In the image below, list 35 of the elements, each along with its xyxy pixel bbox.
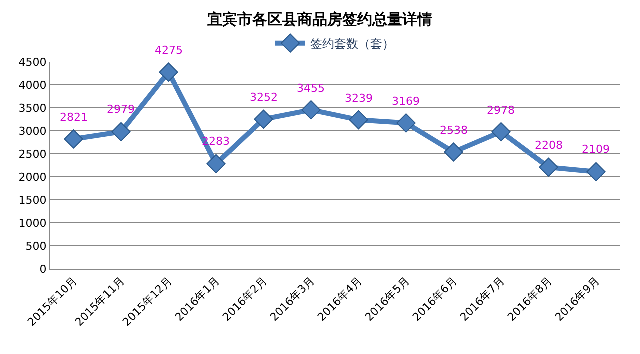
y-tick-label: 1500 bbox=[18, 194, 47, 207]
data-label: 2978 bbox=[487, 104, 515, 117]
y-tick-label: 0 bbox=[40, 262, 47, 276]
point bbox=[539, 158, 558, 178]
point bbox=[586, 162, 606, 182]
point bbox=[254, 110, 274, 130]
y-tick-label: 2500 bbox=[18, 148, 47, 161]
data-label: 3239 bbox=[345, 92, 373, 105]
data-label: 2821 bbox=[60, 111, 88, 124]
chart-title: 宜宾市各区县商品房签约总量详情 bbox=[208, 10, 432, 29]
y-tick-label: 3500 bbox=[18, 102, 47, 115]
legend-label: 签约套数（套） bbox=[310, 37, 394, 52]
data-label: 2979 bbox=[107, 103, 135, 116]
data-label: 3455 bbox=[297, 82, 325, 95]
point bbox=[302, 100, 321, 120]
y-tick-label: 4000 bbox=[18, 78, 47, 92]
point bbox=[159, 62, 178, 82]
point bbox=[444, 142, 464, 162]
data-label: 3252 bbox=[250, 91, 278, 104]
point bbox=[396, 114, 416, 133]
y-tick-label: 3000 bbox=[18, 124, 47, 138]
y-tick-label: 4500 bbox=[18, 56, 47, 69]
point bbox=[64, 130, 84, 149]
y-tick-label: 500 bbox=[26, 240, 47, 253]
data-label: 3169 bbox=[392, 95, 420, 108]
point bbox=[206, 154, 226, 174]
data-label: 2109 bbox=[582, 143, 610, 156]
data-label: 4275 bbox=[155, 44, 183, 57]
point bbox=[112, 122, 131, 142]
point bbox=[492, 122, 511, 142]
y-tick-label: 2000 bbox=[18, 170, 47, 184]
y-tick-label: 1000 bbox=[18, 216, 47, 230]
point bbox=[349, 110, 368, 130]
data-label: 2538 bbox=[440, 124, 468, 137]
data-label: 2208 bbox=[535, 139, 563, 152]
